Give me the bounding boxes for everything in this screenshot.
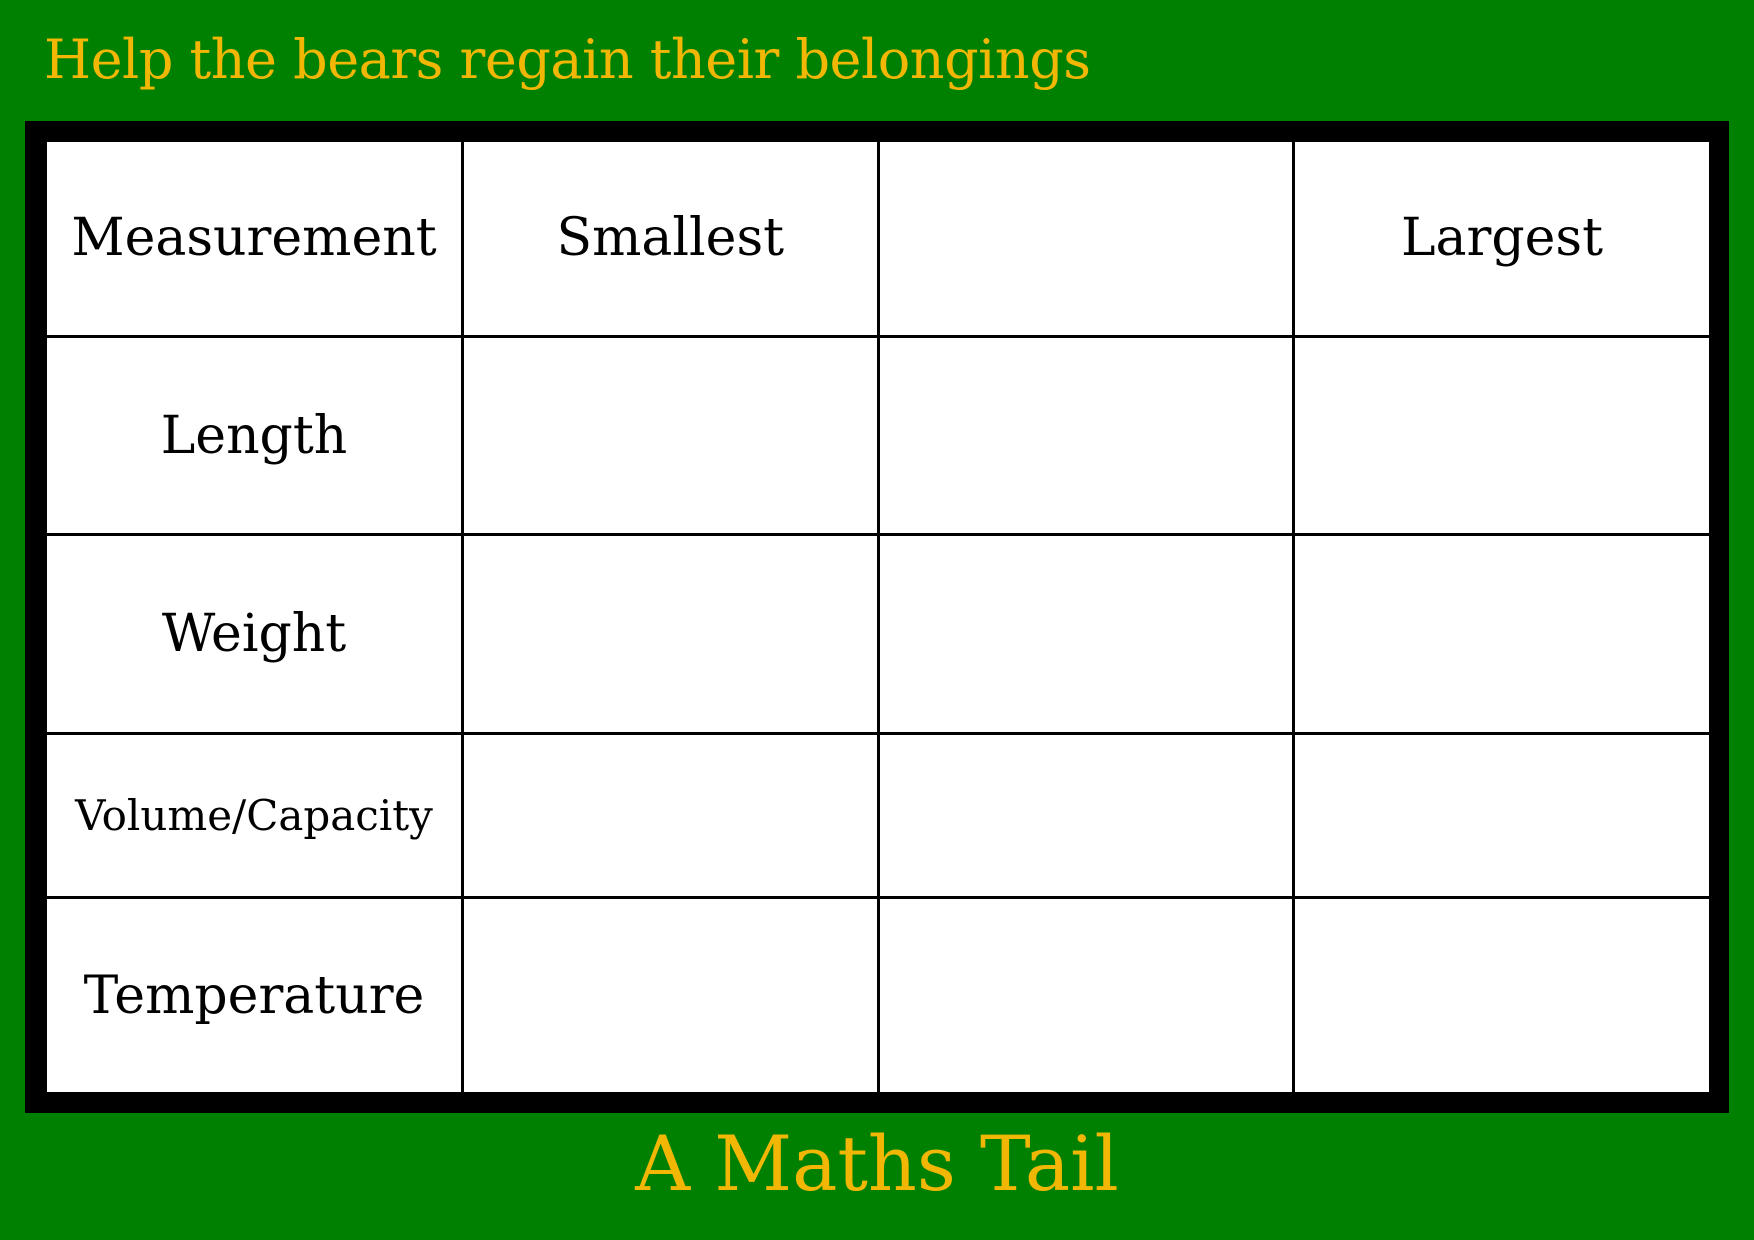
table-header-row: Measurement Smallest Largest: [47, 142, 1709, 338]
header-measurement: Measurement: [47, 142, 464, 338]
table-row-weight: Weight: [47, 533, 1709, 736]
page-title: Help the bears regain their belongings: [44, 28, 1091, 91]
cell-temperature-smallest[interactable]: [461, 896, 880, 1092]
cell-volume-middle[interactable]: [876, 732, 1295, 900]
cell-volume-smallest[interactable]: [461, 732, 880, 900]
cell-temperature-middle[interactable]: [876, 896, 1295, 1092]
cell-length-smallest[interactable]: [461, 334, 880, 537]
measurement-table: Measurement Smallest Largest Length Weig…: [47, 142, 1709, 1092]
table-row-volume-capacity: Volume/Capacity: [47, 732, 1709, 900]
row-label-temperature: Temperature: [47, 896, 464, 1092]
row-label-length: Length: [47, 334, 464, 537]
cell-weight-smallest[interactable]: [461, 533, 880, 736]
header-middle: [876, 142, 1295, 338]
cell-weight-middle[interactable]: [876, 533, 1295, 736]
header-smallest: Smallest: [461, 142, 880, 338]
header-largest: Largest: [1292, 142, 1709, 338]
cell-weight-largest[interactable]: [1292, 533, 1709, 736]
table-row-temperature: Temperature: [47, 896, 1709, 1092]
footer-title: A Maths Tail: [635, 1119, 1119, 1208]
cell-temperature-largest[interactable]: [1292, 896, 1709, 1092]
row-label-volume-capacity: Volume/Capacity: [47, 732, 464, 900]
cell-volume-largest[interactable]: [1292, 732, 1709, 900]
table-frame: Measurement Smallest Largest Length Weig…: [25, 121, 1729, 1113]
table-row-length: Length: [47, 334, 1709, 537]
row-label-weight: Weight: [47, 533, 464, 736]
cell-length-middle[interactable]: [876, 334, 1295, 537]
cell-length-largest[interactable]: [1292, 334, 1709, 537]
